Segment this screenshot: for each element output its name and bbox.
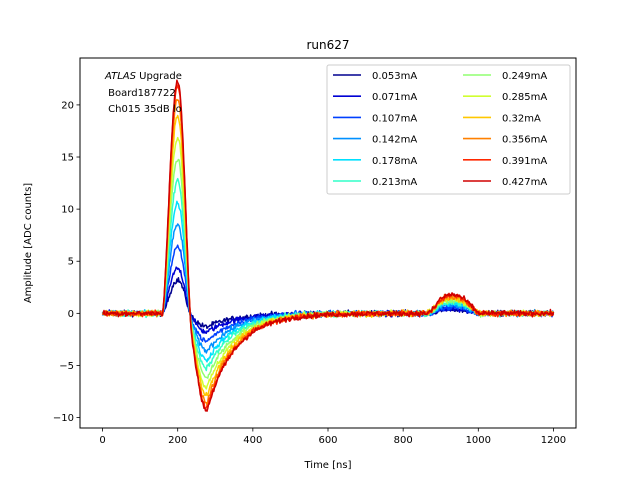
annotation-line-1: ATLAS Upgrade	[104, 71, 182, 82]
annotation-atlas: ATLAS	[104, 71, 137, 82]
legend-label: 0.142mA	[372, 135, 417, 146]
legend-label: 0.053mA	[372, 71, 417, 82]
annotation-line-2: Board187722	[105, 88, 176, 99]
annotation-line-3: Ch015 35dB lo	[105, 104, 182, 115]
legend-label: 0.213mA	[372, 177, 417, 188]
legend-label: 0.071mA	[372, 92, 417, 103]
y-tick-label: 5	[68, 257, 74, 268]
legend-label: 0.356mA	[502, 135, 547, 146]
y-tick-label: 15	[61, 153, 74, 164]
legend-label: 0.32mA	[502, 113, 541, 124]
atlas-annotation: ATLAS Upgrade Board187722 Ch015 35dB lo	[104, 71, 182, 115]
plot-area	[101, 79, 555, 412]
legend-label: 0.107mA	[372, 113, 417, 124]
legend-label: 0.427mA	[502, 177, 547, 188]
y-axis: −10 −5 0 5 10 15 20	[53, 100, 80, 424]
x-axis-label: Time [ns]	[303, 460, 351, 471]
y-tick-label: −10	[53, 413, 74, 424]
annotation-upgrade: Upgrade	[136, 71, 182, 82]
y-axis-label: Amplitude [ADC counts]	[23, 183, 34, 303]
series-line-0.427mA	[102, 79, 555, 412]
y-tick-label: 10	[61, 205, 74, 216]
legend-box	[326, 64, 571, 195]
x-tick-label: 200	[168, 435, 187, 446]
chart-title: run627	[306, 38, 349, 52]
legend: 0.053mA 0.071mA 0.107mA 0.142mA 0.178mA 0.213…	[326, 64, 571, 195]
series-layer	[101, 79, 555, 412]
x-axis: 0 200 400 600 800 1000 1200	[99, 428, 566, 446]
x-tick-label: 1000	[466, 435, 491, 446]
y-tick-label: 0	[68, 309, 74, 320]
legend-label: 0.285mA	[502, 92, 547, 103]
x-tick-label: 400	[243, 435, 262, 446]
legend-label: 0.178mA	[372, 156, 417, 167]
x-tick-label: 800	[394, 435, 413, 446]
x-tick-label: 1200	[541, 435, 566, 446]
y-tick-label: 20	[61, 100, 74, 111]
x-tick-label: 0	[99, 435, 105, 446]
x-tick-label: 600	[318, 435, 337, 446]
legend-label: 0.249mA	[502, 71, 547, 82]
y-tick-label: −5	[59, 361, 74, 372]
legend-label: 0.391mA	[502, 156, 547, 167]
